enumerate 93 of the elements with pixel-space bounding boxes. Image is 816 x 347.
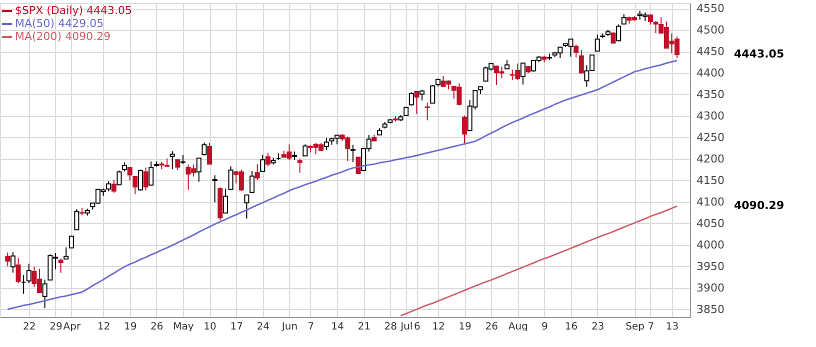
candlestick bbox=[10, 252, 16, 274]
y-tick-label: 4500 bbox=[696, 24, 724, 37]
x-tick-label: 7 bbox=[308, 322, 314, 332]
candlestick bbox=[212, 174, 218, 203]
candlestick bbox=[648, 14, 653, 25]
candlestick bbox=[250, 170, 255, 193]
candlestick bbox=[207, 142, 212, 165]
x-tick-label: 17 bbox=[230, 322, 243, 332]
candlestick bbox=[222, 188, 228, 214]
candlestick bbox=[58, 258, 64, 274]
candlestick bbox=[202, 142, 207, 156]
x-tick-label: 29 bbox=[50, 322, 62, 332]
candlestick bbox=[621, 14, 626, 25]
candlestick bbox=[610, 32, 616, 44]
candlestick bbox=[138, 169, 143, 192]
candlestick bbox=[520, 62, 526, 86]
candlestick bbox=[5, 252, 10, 267]
candlestick bbox=[324, 137, 329, 150]
candlestick bbox=[122, 162, 128, 172]
text: 4090.29 bbox=[734, 199, 784, 212]
candlestick bbox=[180, 154, 186, 165]
candlestick bbox=[574, 44, 579, 58]
candlestick bbox=[16, 258, 21, 284]
candlestick bbox=[68, 235, 74, 248]
y-tick-label: 3950 bbox=[696, 260, 724, 273]
x-tick-label: 22 bbox=[23, 322, 36, 332]
legend-label: MA(200) 4090.29 bbox=[15, 30, 111, 43]
x-tick-label: 21 bbox=[358, 322, 370, 332]
candlestick bbox=[414, 90, 420, 114]
y-tick-label: 4150 bbox=[696, 174, 724, 187]
candlestick bbox=[26, 263, 32, 284]
x-tick-label: 12 bbox=[432, 322, 445, 332]
candlestick bbox=[64, 246, 69, 260]
candlestick bbox=[143, 167, 148, 191]
y-tick-label: 3850 bbox=[696, 302, 724, 316]
y-tick-label: 4550 bbox=[696, 2, 724, 16]
x-tick-label: 19 bbox=[124, 322, 137, 332]
candlestick bbox=[265, 152, 270, 167]
candlestick bbox=[350, 144, 356, 162]
candlestick bbox=[170, 150, 175, 170]
candlestick bbox=[254, 164, 260, 180]
legend-label: MA(50) 4429.05 bbox=[15, 17, 104, 30]
candlestick bbox=[594, 34, 600, 52]
y-tick-label: 4200 bbox=[696, 152, 724, 166]
candlestick bbox=[260, 154, 266, 172]
candlestick bbox=[297, 158, 302, 174]
y-tick-label: 4100 bbox=[696, 195, 724, 208]
candlestick bbox=[302, 144, 308, 156]
y-tick-label: 3900 bbox=[696, 281, 724, 294]
candlestick bbox=[356, 156, 361, 174]
x-tick-label: 26 bbox=[485, 322, 498, 332]
x-tick-label: 23 bbox=[591, 322, 604, 332]
y-tick-label: 4400 bbox=[696, 66, 724, 80]
y-tick-label: 4300 bbox=[696, 109, 724, 122]
candlestick bbox=[408, 92, 414, 106]
candlestick bbox=[228, 166, 234, 190]
candlestick bbox=[616, 24, 622, 42]
candlestick bbox=[42, 279, 48, 308]
x-tick-label: 9 bbox=[542, 322, 548, 332]
candlestick bbox=[430, 84, 436, 104]
candlestick bbox=[420, 89, 425, 102]
y-tick-label: 4350 bbox=[696, 88, 724, 101]
candlestick bbox=[424, 102, 430, 121]
y-tick-label: 4250 bbox=[696, 130, 724, 144]
x-tick-label: 13 bbox=[666, 322, 679, 332]
x-tick-label: 28 bbox=[384, 322, 398, 332]
x-tick-label: 14 bbox=[331, 322, 344, 332]
x-tick-label: 19 bbox=[458, 322, 472, 332]
candlestick bbox=[578, 49, 584, 74]
candlestick bbox=[74, 208, 80, 230]
x-tick-label: 7 bbox=[648, 322, 654, 332]
candlestick bbox=[106, 180, 112, 192]
line-series bbox=[6, 60, 678, 310]
x-tick-label: 16 bbox=[564, 322, 578, 332]
x-tick-label: 10 bbox=[204, 322, 216, 332]
candlestick bbox=[127, 167, 132, 181]
candlestick bbox=[132, 176, 138, 195]
x-tick-label: 6 bbox=[414, 322, 420, 332]
candlestick bbox=[462, 115, 468, 146]
candlestick bbox=[196, 158, 202, 182]
candlestick bbox=[148, 161, 154, 186]
candlestick bbox=[116, 170, 122, 186]
candlestick bbox=[111, 179, 116, 194]
y-tick-label: 4450 bbox=[696, 45, 724, 58]
line-series bbox=[400, 205, 678, 316]
text: 4443.05 bbox=[734, 48, 784, 61]
x-tick-label: 12 bbox=[97, 322, 110, 332]
x-tick-label: 24 bbox=[256, 322, 270, 332]
x-tick-label: 26 bbox=[150, 322, 164, 332]
y-tick-label: 4050 bbox=[696, 216, 724, 230]
y-tick-label: 4000 bbox=[696, 238, 724, 252]
candlestick bbox=[244, 194, 250, 220]
legend-label: $SPX (Daily) 4443.05 bbox=[15, 4, 132, 17]
